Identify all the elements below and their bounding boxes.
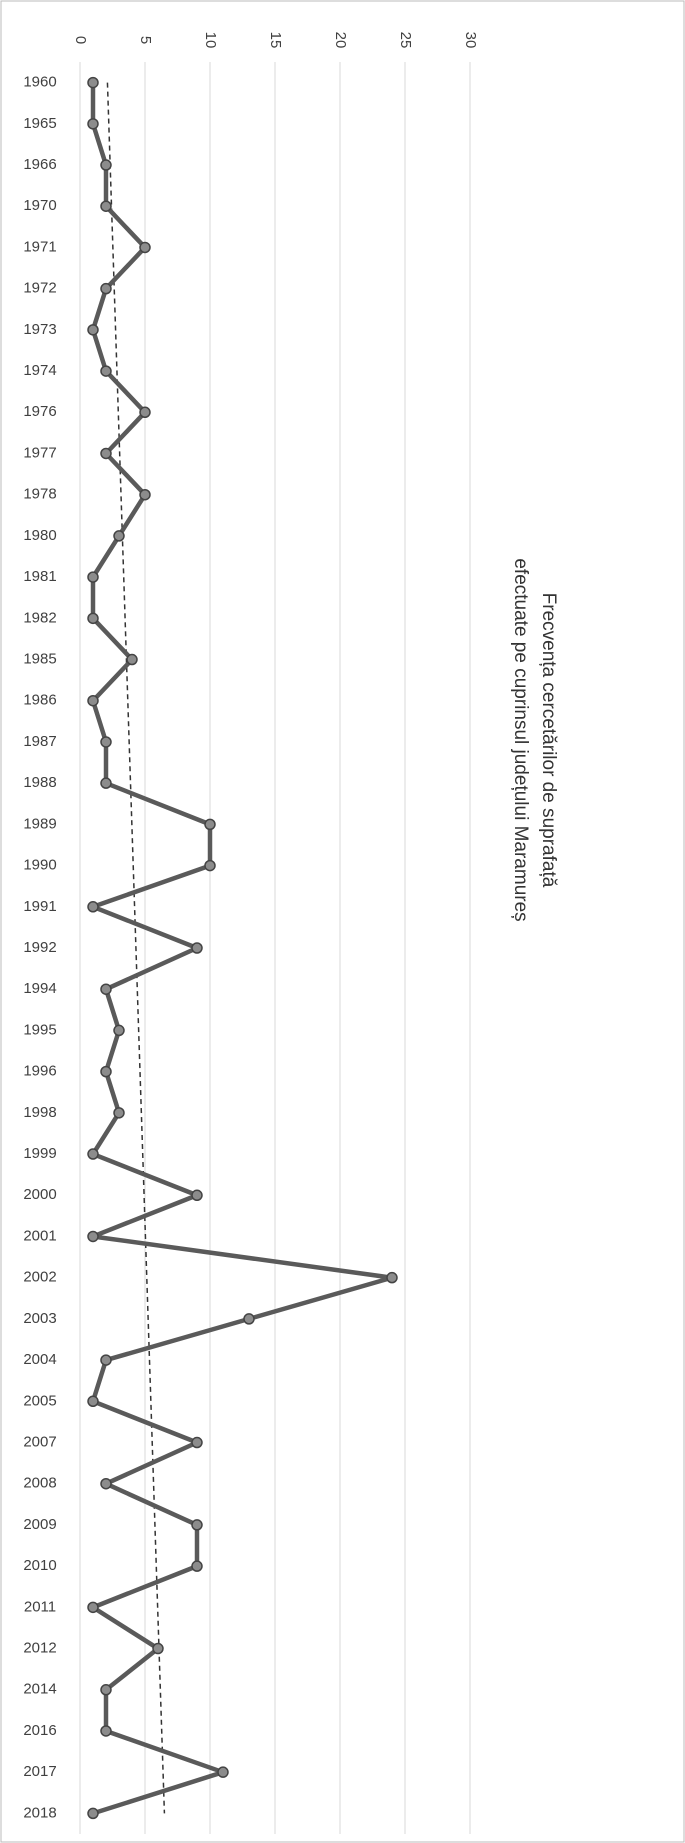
- marker: [191, 1560, 203, 1572]
- y-tick-label: 20: [332, 32, 349, 49]
- x-tick-label: 1992: [23, 939, 56, 956]
- marker: [87, 1395, 99, 1408]
- marker: [87, 1148, 99, 1160]
- marker: [139, 406, 151, 419]
- x-tick-label: 1996: [23, 1063, 56, 1080]
- marker: [386, 1271, 398, 1284]
- marker: [100, 1725, 112, 1737]
- marker: [113, 530, 125, 542]
- marker: [87, 324, 99, 336]
- marker: [87, 694, 99, 707]
- x-tick-label: 2017: [23, 1763, 56, 1780]
- x-tick-label: 1978: [23, 486, 56, 503]
- x-tick-label: 2000: [23, 1186, 56, 1203]
- marker: [87, 901, 99, 913]
- y-tick-label: 15: [267, 32, 284, 49]
- marker: [191, 1436, 203, 1449]
- x-tick-label: 2009: [23, 1516, 56, 1533]
- x-tick-label: 2018: [23, 1804, 56, 1821]
- marker: [100, 200, 112, 212]
- y-tick-label: 0: [72, 36, 89, 44]
- marker: [191, 1189, 203, 1202]
- x-tick-label: 1989: [23, 815, 56, 832]
- marker: [204, 818, 216, 831]
- x-tick-label: 2005: [23, 1392, 56, 1409]
- marker: [113, 1024, 125, 1037]
- x-tick-label: 1991: [23, 898, 56, 915]
- x-tick-label: 1987: [23, 733, 56, 750]
- x-tick-label: 1960: [23, 74, 56, 91]
- marker: [87, 1230, 99, 1243]
- x-tick-label: 1971: [23, 238, 56, 255]
- x-tick-label: 1995: [23, 1021, 56, 1038]
- marker: [100, 736, 112, 748]
- x-tick-label: 1974: [23, 362, 56, 379]
- x-tick-label: 1973: [23, 321, 56, 338]
- x-tick-label: 2016: [23, 1722, 56, 1739]
- x-tick-label: 2012: [23, 1640, 56, 1657]
- x-tick-label: 1976: [23, 403, 56, 420]
- marker: [87, 76, 99, 89]
- x-tick-label: 2011: [24, 1598, 56, 1615]
- x-tick-label: 2001: [23, 1227, 56, 1244]
- x-tick-label: 2004: [23, 1351, 56, 1368]
- x-tick-label: 1985: [23, 651, 56, 668]
- marker: [217, 1766, 229, 1778]
- x-tick-label: 1994: [23, 980, 56, 997]
- marker: [87, 1807, 99, 1820]
- y-tick-label: 30: [462, 32, 479, 49]
- marker: [100, 1354, 112, 1366]
- marker: [139, 488, 151, 501]
- marker: [100, 777, 112, 789]
- x-tick-label: 1966: [23, 156, 56, 173]
- y-tick-label: 5: [137, 36, 154, 44]
- marker: [139, 241, 151, 254]
- marker: [87, 571, 99, 583]
- x-tick-label: 2014: [23, 1681, 56, 1698]
- marker: [100, 159, 112, 171]
- x-tick-label: 1977: [23, 444, 56, 461]
- marker: [87, 118, 99, 130]
- marker: [113, 1107, 125, 1119]
- x-tick-label: 1982: [23, 609, 56, 626]
- marker: [100, 983, 112, 995]
- x-tick-label: 2003: [23, 1310, 56, 1327]
- marker: [191, 1519, 203, 1531]
- y-tick-label: 25: [397, 32, 414, 49]
- marker: [126, 653, 138, 666]
- x-tick-label: 1986: [23, 692, 56, 709]
- marker: [100, 282, 112, 295]
- marker: [100, 1684, 112, 1696]
- y-tick-label: 10: [202, 32, 219, 49]
- marker: [100, 1065, 112, 1078]
- x-tick-label: 1999: [23, 1145, 56, 1162]
- x-tick-label: 1990: [23, 857, 56, 874]
- marker: [100, 1477, 112, 1490]
- trendline: [106, 82, 166, 1814]
- marker: [191, 942, 203, 954]
- marker: [100, 447, 112, 460]
- x-tick-label: 1965: [23, 115, 56, 132]
- marker: [87, 612, 99, 625]
- chart-title: efectuate pe cuprinsul județului Maramur…: [510, 558, 531, 921]
- x-tick-label: 2008: [23, 1475, 56, 1492]
- marker: [152, 1642, 164, 1655]
- x-tick-label: 1981: [23, 568, 56, 585]
- x-tick-label: 2002: [23, 1269, 56, 1286]
- marker: [87, 1601, 99, 1614]
- marker: [204, 859, 216, 872]
- chart-title: Frecvența cercetărilor de suprafață: [538, 593, 559, 888]
- marker: [243, 1313, 255, 1325]
- x-tick-label: 2007: [23, 1433, 56, 1450]
- x-tick-label: 1988: [23, 774, 56, 791]
- marker: [100, 365, 112, 377]
- x-tick-label: 1998: [23, 1104, 56, 1121]
- x-tick-label: 2010: [23, 1557, 56, 1574]
- x-tick-label: 1972: [23, 280, 56, 297]
- x-tick-label: 1980: [23, 527, 56, 544]
- x-tick-label: 1970: [23, 197, 56, 214]
